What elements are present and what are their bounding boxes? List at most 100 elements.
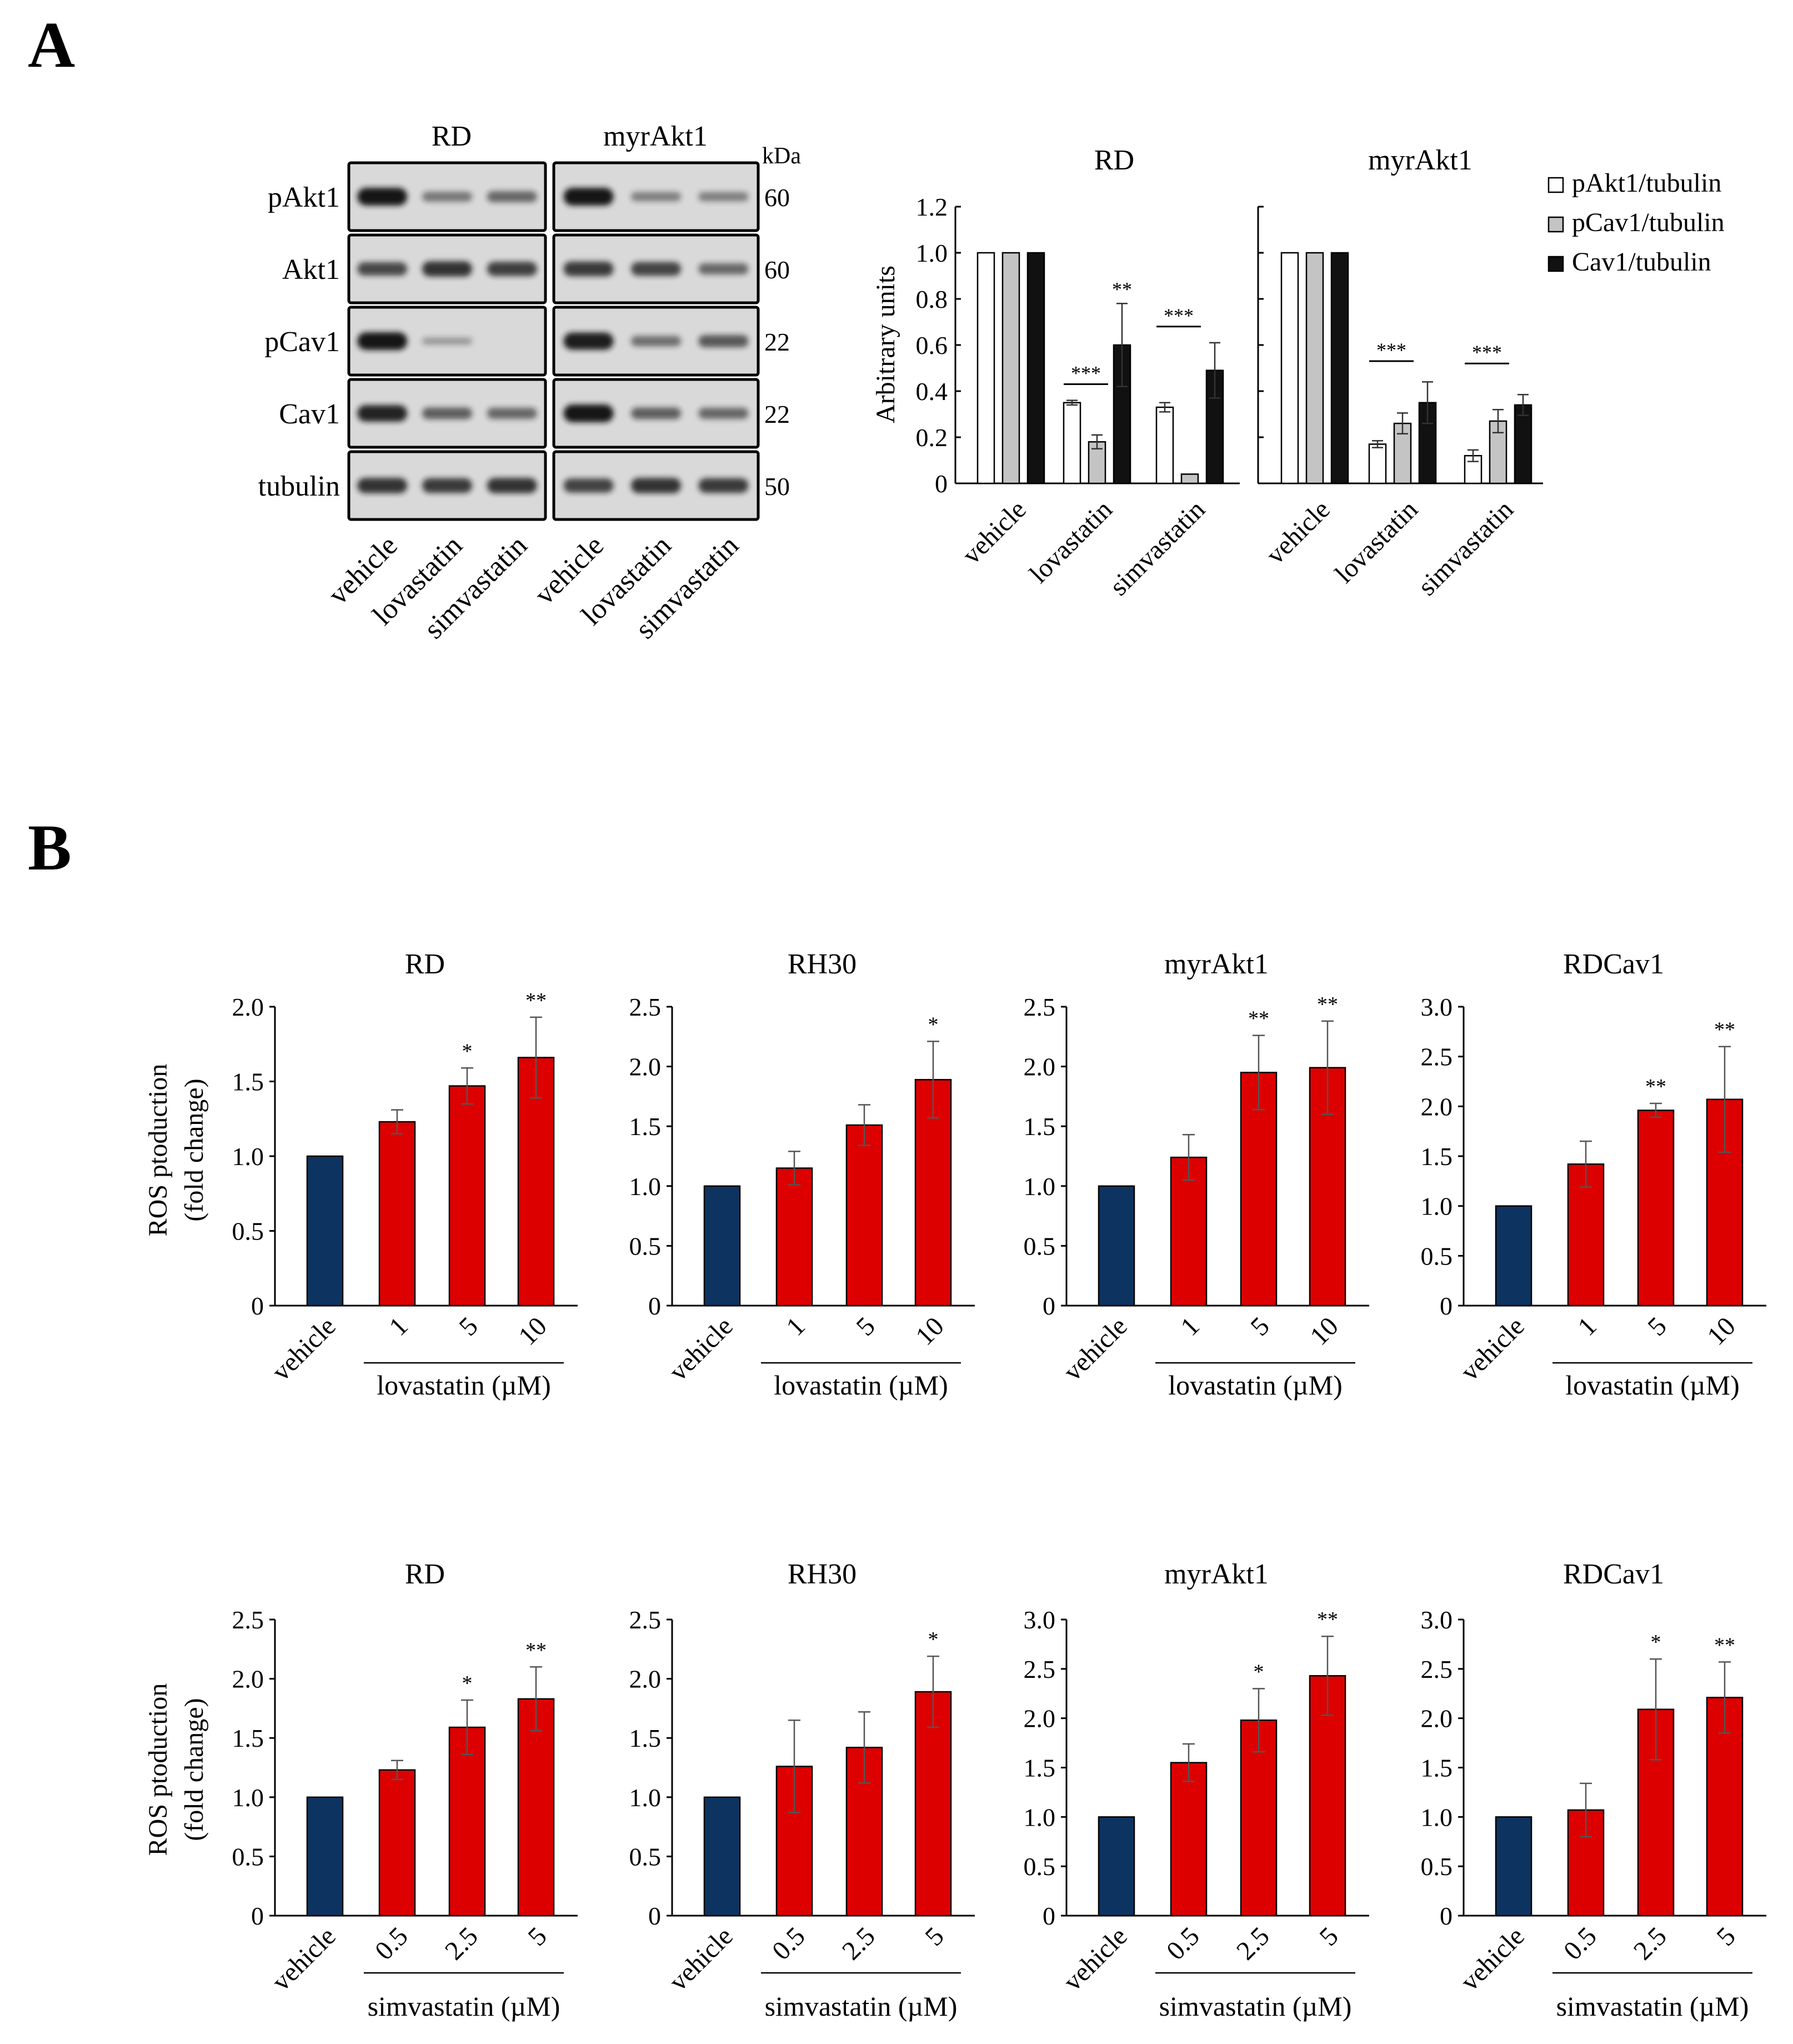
y-axis-label: ROS ptoduction bbox=[143, 1064, 173, 1237]
blot-band bbox=[563, 332, 614, 350]
y-tick-label: 1.5 bbox=[1421, 1142, 1453, 1171]
category-label: vehicle bbox=[1260, 494, 1335, 569]
blot-quantification-chart: Arbitrary units00.20.40.60.81.01.2RD****… bbox=[871, 144, 1725, 601]
significance-mark: ** bbox=[1248, 1007, 1269, 1031]
category-label: 5 bbox=[522, 1921, 552, 1951]
blot-row-label: Cav1 bbox=[279, 398, 340, 430]
significance-mark: ** bbox=[1714, 1633, 1735, 1657]
western-blot: RD myrAkt1 kDa pAkt1 60 Akt1 60 pCav1 22 Cav1 22 tu… bbox=[258, 121, 802, 645]
bar bbox=[1706, 1697, 1744, 1917]
bar bbox=[1330, 252, 1349, 484]
subchart-title: myrAkt1 bbox=[1164, 1558, 1269, 1590]
category-label: vehicle bbox=[1058, 1921, 1133, 1996]
bar bbox=[1240, 1072, 1278, 1307]
blot-band bbox=[698, 408, 749, 419]
bar bbox=[1280, 252, 1299, 484]
y-tick-label: 0.4 bbox=[916, 377, 948, 406]
blot-band bbox=[422, 192, 472, 202]
y-axis-label: (fold change) bbox=[179, 1698, 209, 1841]
y-tick-label: 2.5 bbox=[232, 1606, 264, 1634]
blot-band bbox=[422, 261, 472, 277]
x-axis-label: simvastatin (µM) bbox=[765, 1991, 958, 2022]
y-tick-label: 1.0 bbox=[232, 1783, 264, 1812]
y-tick-label: 3.0 bbox=[1421, 993, 1453, 1021]
y-tick-label: 1.0 bbox=[629, 1172, 662, 1201]
y-tick-label: 1.5 bbox=[232, 1068, 264, 1096]
y-tick-label: 1.5 bbox=[629, 1112, 662, 1141]
y-tick-label: 0.2 bbox=[916, 423, 948, 452]
blot-row-label: pCav1 bbox=[264, 326, 340, 358]
blot-kda-value: 60 bbox=[764, 256, 790, 284]
significance-mark: ** bbox=[525, 989, 547, 1012]
y-tick-label: 1.5 bbox=[232, 1724, 264, 1752]
x-axis-label: simvastatin (µM) bbox=[1159, 1991, 1352, 2022]
category-label: 5 bbox=[1642, 1311, 1672, 1341]
y-axis-label: (fold change) bbox=[179, 1078, 209, 1221]
category-label: vehicle bbox=[266, 1921, 341, 1996]
y-tick-label: 1.0 bbox=[1024, 1803, 1056, 1831]
x-axis-label: simvastatin (µM) bbox=[368, 1991, 560, 2022]
subchart-title: RH30 bbox=[788, 948, 857, 980]
bar bbox=[517, 1698, 555, 1917]
y-tick-label: 2.5 bbox=[1024, 993, 1056, 1021]
category-label: vehicle bbox=[1058, 1311, 1133, 1386]
blot-band bbox=[631, 478, 681, 493]
significance-mark: * bbox=[462, 1040, 473, 1063]
category-label: vehicle bbox=[956, 494, 1031, 569]
y-tick-label: 0 bbox=[1440, 1292, 1453, 1320]
blot-kda-value: 22 bbox=[764, 328, 790, 356]
significance-mark: ** bbox=[525, 1638, 547, 1662]
y-tick-label: 0.5 bbox=[629, 1842, 662, 1871]
ros-production-charts: ROS ptoduction (fold change)00.51.01.52.0… bbox=[143, 948, 1766, 2022]
blot-row-label: pAkt1 bbox=[268, 182, 340, 213]
bar bbox=[1495, 1816, 1532, 1917]
y-tick-label: 2.0 bbox=[1024, 1053, 1056, 1081]
y-tick-label: 0.5 bbox=[1024, 1232, 1056, 1260]
y-tick-label: 2.5 bbox=[1421, 1655, 1453, 1683]
significance-mark: * bbox=[462, 1672, 473, 1695]
category-label: vehicle bbox=[663, 1311, 738, 1386]
significance-mark: * bbox=[928, 1013, 939, 1036]
bar bbox=[775, 1167, 813, 1307]
y-tick-label: 2.5 bbox=[1421, 1043, 1453, 1071]
blot-band bbox=[698, 478, 749, 493]
blot-band bbox=[487, 478, 537, 493]
category-label: 10 bbox=[513, 1311, 552, 1351]
legend-swatch bbox=[1547, 256, 1564, 272]
y-tick-label: 1.0 bbox=[1024, 1172, 1056, 1201]
y-tick-label: 1.5 bbox=[1421, 1754, 1453, 1782]
subchart-title: RDCav1 bbox=[1563, 948, 1664, 980]
significance-mark: *** bbox=[1071, 362, 1101, 384]
y-tick-label: 1.5 bbox=[1024, 1754, 1056, 1782]
significance-mark: *** bbox=[1376, 339, 1406, 361]
subchart-title: RH30 bbox=[788, 1558, 857, 1590]
y-tick-label: 0 bbox=[251, 1292, 264, 1320]
category-label: 5 bbox=[453, 1311, 483, 1341]
blot-band bbox=[487, 191, 537, 202]
bar bbox=[914, 1691, 952, 1917]
category-label: 10 bbox=[1701, 1311, 1741, 1351]
kda-label: kDa bbox=[762, 143, 801, 169]
bar bbox=[1368, 443, 1387, 484]
y-tick-label: 3.0 bbox=[1024, 1606, 1056, 1634]
blot-band bbox=[631, 336, 681, 347]
category-label: 10 bbox=[1304, 1311, 1344, 1351]
y-tick-label: 1.5 bbox=[1024, 1112, 1056, 1141]
blot-band bbox=[563, 404, 614, 422]
x-axis-label: simvastatin (µM) bbox=[1556, 1991, 1749, 2022]
significance-mark: ** bbox=[1317, 993, 1338, 1016]
category-label: vehicle bbox=[1455, 1311, 1530, 1386]
y-tick-label: 2.0 bbox=[232, 993, 264, 1021]
subchart-title: RDCav1 bbox=[1563, 1558, 1664, 1590]
category-label: 1 bbox=[1572, 1311, 1602, 1341]
y-tick-label: 0 bbox=[935, 469, 948, 498]
blot-band bbox=[563, 188, 614, 206]
bar bbox=[1063, 402, 1081, 484]
subchart-title: myrAkt1 bbox=[1164, 948, 1269, 980]
y-tick-label: 3.0 bbox=[1421, 1606, 1453, 1634]
category-label: vehicle bbox=[663, 1921, 738, 1996]
blot-band bbox=[357, 188, 408, 206]
y-tick-label: 2.0 bbox=[1024, 1705, 1056, 1733]
blot-band bbox=[357, 405, 408, 422]
